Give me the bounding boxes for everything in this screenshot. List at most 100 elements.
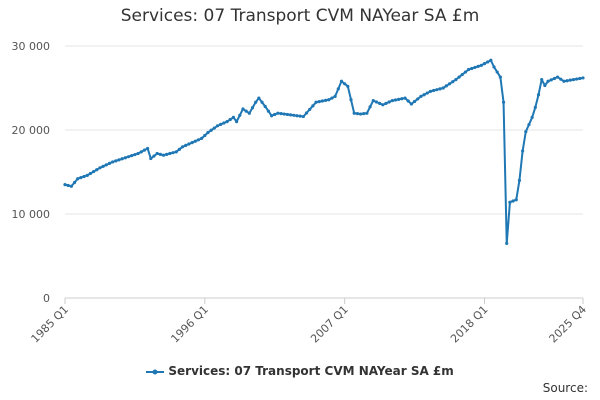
- data-point: [301, 114, 305, 119]
- data-point: [521, 149, 525, 153]
- data-point: [269, 114, 274, 118]
- data-point: [228, 117, 232, 122]
- data-point: [187, 142, 191, 146]
- data-point: [168, 151, 172, 156]
- data-point: [285, 112, 290, 117]
- data-point: [323, 98, 328, 102]
- data-point: [225, 120, 229, 124]
- data-point: [311, 104, 315, 108]
- data-point: [460, 72, 464, 77]
- data-point: [133, 152, 137, 157]
- data-point: [282, 112, 286, 116]
- data-point: [511, 199, 515, 203]
- data-point: [98, 166, 102, 170]
- data-point: [498, 75, 502, 79]
- x-tick-label: 2018 Q1: [448, 303, 491, 346]
- data-point: [412, 99, 417, 104]
- point-layer: [63, 58, 585, 245]
- data-point: [374, 100, 379, 104]
- data-point: [568, 78, 572, 82]
- data-point: [451, 80, 455, 84]
- data-point: [171, 151, 175, 155]
- data-point: [435, 88, 439, 92]
- data-point: [368, 105, 372, 109]
- data-point: [514, 198, 518, 202]
- legend-label: Services: 07 Transport CVM NAYear SA £m: [168, 364, 454, 378]
- data-point: [330, 96, 334, 100]
- data-point: [349, 98, 353, 102]
- data-point: [403, 96, 407, 100]
- data-point: [254, 100, 258, 104]
- data-point: [463, 70, 468, 74]
- data-point: [177, 147, 181, 151]
- data-point: [355, 112, 359, 116]
- data-point: [479, 63, 483, 67]
- x-tick-label: 2025 Q4: [547, 303, 590, 346]
- data-point: [308, 107, 312, 112]
- data-point: [250, 106, 255, 110]
- data-point: [336, 87, 340, 91]
- data-point: [555, 75, 560, 79]
- data-point: [101, 164, 105, 168]
- data-point: [416, 97, 420, 101]
- data-point: [203, 133, 207, 138]
- y-tick-label: 10 000: [12, 208, 51, 221]
- data-point: [432, 88, 436, 93]
- data-point: [72, 180, 77, 185]
- data-point: [88, 171, 93, 176]
- data-point: [333, 94, 337, 98]
- data-point: [235, 120, 239, 124]
- data-point: [428, 89, 433, 93]
- data-point: [546, 79, 550, 83]
- data-point: [289, 113, 293, 117]
- data-point: [581, 76, 585, 80]
- data-point: [362, 112, 366, 116]
- data-point: [212, 126, 216, 130]
- data-point: [381, 103, 385, 107]
- data-point: [180, 145, 185, 149]
- data-point: [384, 101, 388, 105]
- x-tick-label: 1996 Q1: [168, 303, 211, 346]
- data-point: [66, 183, 70, 188]
- data-point: [241, 107, 245, 111]
- data-point: [387, 100, 391, 104]
- data-point: [457, 75, 461, 79]
- data-point: [492, 65, 496, 69]
- data-point: [447, 82, 452, 86]
- data-point: [346, 84, 350, 88]
- data-point: [193, 139, 197, 143]
- data-point: [486, 60, 490, 64]
- legend[interactable]: Services: 07 Transport CVM NAYear SA £m: [0, 364, 600, 378]
- data-point: [184, 143, 188, 147]
- data-point: [222, 121, 226, 125]
- y-tick-label: 30 000: [12, 40, 51, 53]
- data-point: [517, 178, 522, 182]
- y-tick-label: 0: [43, 292, 50, 305]
- data-point: [69, 184, 73, 188]
- data-point: [114, 159, 118, 163]
- data-point: [146, 146, 150, 151]
- data-point: [120, 157, 124, 161]
- data-point: [406, 99, 410, 103]
- data-point: [95, 168, 99, 172]
- data-point: [136, 151, 140, 156]
- data-point: [304, 111, 309, 115]
- data-point: [467, 67, 471, 72]
- data-point: [339, 79, 344, 83]
- data-point: [575, 77, 579, 81]
- data-point: [327, 98, 331, 102]
- data-point: [390, 99, 394, 103]
- data-point: [352, 111, 356, 115]
- data-point: [219, 122, 223, 126]
- data-point: [470, 66, 474, 71]
- data-point: [104, 163, 108, 167]
- data-point: [149, 156, 153, 161]
- data-point: [209, 128, 213, 132]
- data-point: [165, 152, 169, 156]
- data-point: [495, 70, 499, 74]
- data-point: [540, 78, 544, 82]
- data-point: [247, 111, 251, 115]
- data-point: [371, 99, 375, 103]
- data-point: [441, 86, 445, 90]
